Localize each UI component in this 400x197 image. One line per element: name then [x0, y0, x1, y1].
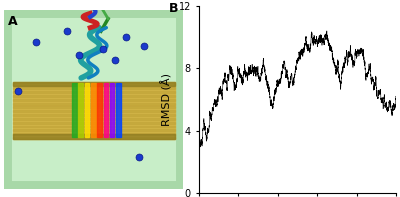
- Bar: [13, 91, 174, 93]
- Bar: [91, 83, 96, 137]
- Y-axis label: RMSD (Å): RMSD (Å): [162, 73, 173, 126]
- Bar: [13, 129, 174, 131]
- Bar: [13, 82, 174, 86]
- Bar: [13, 133, 174, 135]
- Bar: [110, 83, 114, 137]
- Bar: [13, 84, 174, 85]
- Text: A: A: [8, 15, 17, 28]
- Bar: [13, 82, 174, 139]
- Bar: [116, 83, 121, 137]
- Bar: [97, 83, 102, 137]
- Bar: [13, 95, 174, 97]
- Bar: [13, 137, 174, 139]
- Bar: [13, 114, 174, 116]
- Bar: [85, 83, 89, 137]
- Bar: [104, 83, 108, 137]
- Text: B: B: [169, 2, 178, 15]
- Bar: [13, 118, 174, 120]
- Bar: [13, 99, 174, 101]
- Bar: [13, 125, 174, 127]
- Bar: [13, 110, 174, 112]
- Bar: [13, 122, 174, 124]
- Bar: [13, 135, 174, 139]
- Bar: [13, 103, 174, 105]
- Bar: [72, 83, 77, 137]
- Bar: [78, 83, 83, 137]
- Bar: [13, 87, 174, 89]
- Bar: [13, 106, 174, 108]
